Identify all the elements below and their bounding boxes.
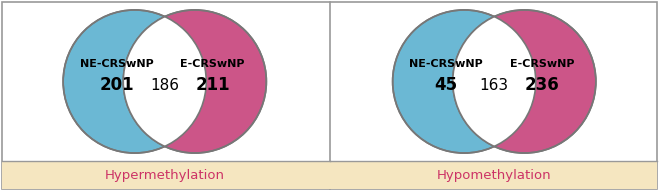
- Text: NE-CRSwNP: NE-CRSwNP: [409, 59, 483, 69]
- Text: NE-CRSwNP: NE-CRSwNP: [80, 59, 154, 69]
- Bar: [330, 161, 657, 189]
- Polygon shape: [123, 17, 206, 146]
- Polygon shape: [453, 17, 536, 146]
- Text: 201: 201: [100, 76, 134, 94]
- Text: E-CRSwNP: E-CRSwNP: [181, 59, 245, 69]
- Text: E-CRSwNP: E-CRSwNP: [510, 59, 575, 69]
- Text: Hypermethylation: Hypermethylation: [105, 168, 225, 181]
- Bar: [2, 161, 330, 189]
- Text: 211: 211: [195, 76, 230, 94]
- Text: 186: 186: [150, 78, 179, 93]
- Text: 163: 163: [480, 78, 509, 93]
- Circle shape: [453, 10, 596, 153]
- Text: 45: 45: [435, 76, 458, 94]
- Text: 236: 236: [525, 76, 559, 94]
- Circle shape: [123, 10, 266, 153]
- Text: Hypomethylation: Hypomethylation: [437, 168, 552, 181]
- Circle shape: [393, 10, 536, 153]
- Circle shape: [63, 10, 206, 153]
